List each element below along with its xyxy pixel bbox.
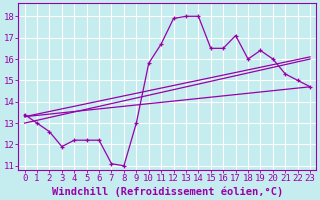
X-axis label: Windchill (Refroidissement éolien,°C): Windchill (Refroidissement éolien,°C) [52,186,283,197]
